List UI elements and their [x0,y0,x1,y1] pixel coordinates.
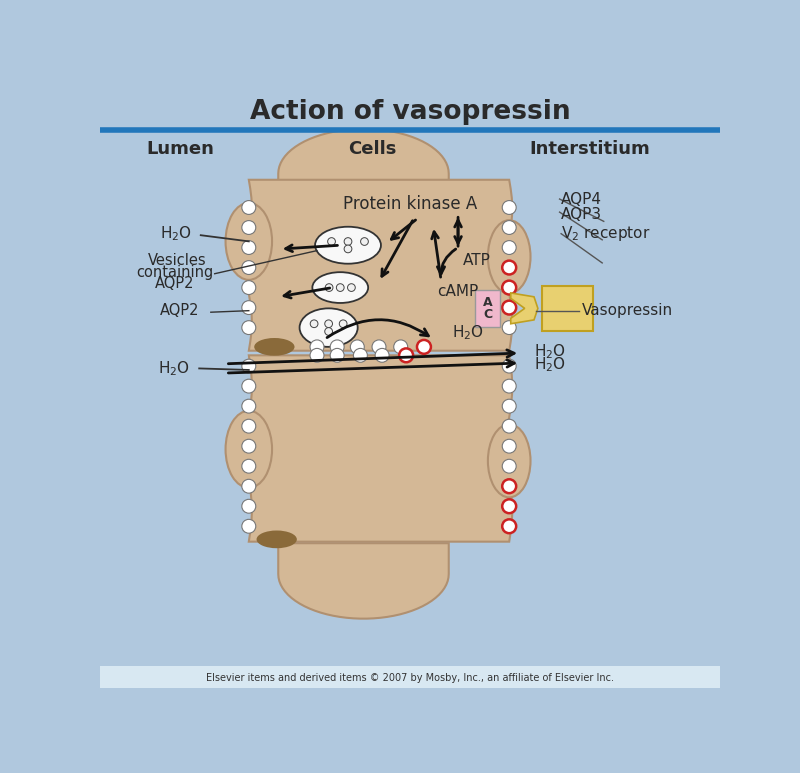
Circle shape [336,284,344,291]
Circle shape [242,240,256,254]
Circle shape [502,220,516,234]
Ellipse shape [299,308,358,347]
Circle shape [361,237,368,245]
Polygon shape [510,293,538,324]
Circle shape [330,340,344,354]
Circle shape [242,321,256,335]
Circle shape [394,340,408,354]
Circle shape [242,439,256,453]
Ellipse shape [226,410,272,488]
Circle shape [242,301,256,315]
Circle shape [354,349,367,363]
Circle shape [502,380,516,393]
Circle shape [399,349,413,363]
Circle shape [242,380,256,393]
Text: ATP: ATP [462,253,490,268]
Text: Interstitium: Interstitium [530,140,650,158]
Circle shape [344,237,352,245]
Circle shape [347,284,355,291]
Circle shape [502,439,516,453]
Text: H$_2$O: H$_2$O [158,359,190,378]
Circle shape [242,200,256,214]
Text: AQP2: AQP2 [154,276,194,291]
Circle shape [242,220,256,234]
Text: H$_2$O: H$_2$O [534,356,566,374]
Ellipse shape [257,530,297,548]
Circle shape [502,499,516,513]
Circle shape [375,349,389,363]
Circle shape [242,479,256,493]
Circle shape [502,200,516,214]
Circle shape [339,320,347,328]
Circle shape [242,359,256,373]
Circle shape [242,419,256,433]
Circle shape [326,284,333,291]
Text: A: A [482,296,492,308]
Text: Action of vasopressin: Action of vasopressin [250,99,570,125]
Circle shape [502,479,516,493]
Circle shape [325,328,333,335]
Circle shape [502,281,516,295]
Circle shape [330,349,344,363]
Circle shape [502,419,516,433]
Circle shape [417,340,431,354]
Text: AQP4: AQP4 [561,192,602,206]
Circle shape [310,340,324,354]
Bar [100,93,720,130]
Polygon shape [246,356,512,542]
Circle shape [242,399,256,413]
Text: Elsevier items and derived items © 2007 by Mosby, Inc., an affiliate of Elsevier: Elsevier items and derived items © 2007 … [206,673,614,683]
Ellipse shape [254,338,294,356]
Circle shape [328,237,335,245]
Circle shape [372,340,386,354]
Circle shape [502,519,516,533]
Text: Cells: Cells [349,140,397,158]
FancyBboxPatch shape [475,290,500,327]
Circle shape [502,301,516,315]
Text: Lumen: Lumen [146,140,214,158]
Polygon shape [278,543,449,618]
Text: H$_2$O: H$_2$O [160,224,192,243]
Text: AQP2: AQP2 [160,303,199,318]
Text: Vasopressin: Vasopressin [582,303,673,318]
Ellipse shape [226,203,272,280]
Ellipse shape [488,220,530,293]
Circle shape [502,459,516,473]
Circle shape [242,261,256,274]
Text: containing: containing [136,264,213,280]
Circle shape [344,245,352,253]
Ellipse shape [315,226,381,264]
Bar [100,666,720,688]
Circle shape [310,320,318,328]
Circle shape [350,340,364,354]
Text: Protein kinase A: Protein kinase A [343,196,477,213]
Circle shape [242,519,256,533]
FancyBboxPatch shape [542,286,593,331]
Circle shape [325,320,333,328]
Circle shape [502,240,516,254]
Text: C: C [483,308,492,321]
Text: Vesicles: Vesicles [148,253,207,268]
Circle shape [242,281,256,295]
Ellipse shape [488,424,530,497]
Ellipse shape [312,272,368,303]
Text: V$_2$ receptor: V$_2$ receptor [561,224,650,243]
Circle shape [242,499,256,513]
Text: AQP3: AQP3 [561,207,602,222]
Circle shape [502,321,516,335]
Circle shape [502,359,516,373]
Circle shape [242,459,256,473]
Circle shape [502,399,516,413]
Polygon shape [246,180,512,351]
Polygon shape [278,129,449,204]
Text: H$_2$O: H$_2$O [452,323,484,342]
Circle shape [310,349,324,363]
Text: cAMP: cAMP [437,284,478,299]
Circle shape [502,261,516,274]
Text: H$_2$O: H$_2$O [534,342,566,361]
